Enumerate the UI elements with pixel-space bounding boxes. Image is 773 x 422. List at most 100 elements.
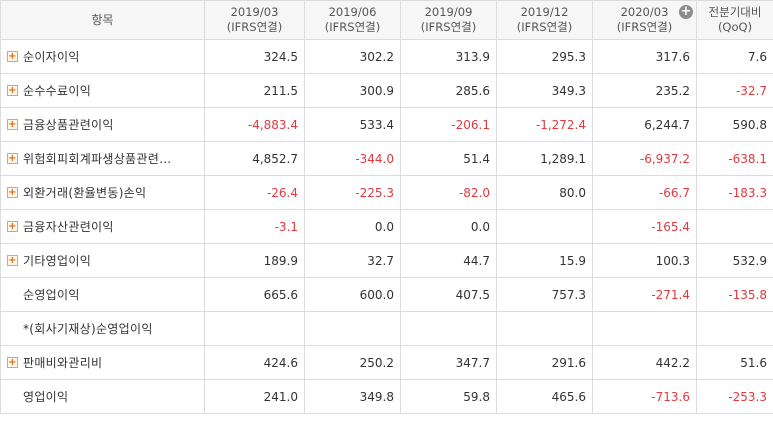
row-item-cell[interactable]: + 금융자산관련이익 — [0, 209, 205, 244]
value-cell: 317.6 — [592, 39, 697, 74]
value-cell: 347.7 — [400, 345, 497, 380]
row-item-cell: 영업이익 — [0, 379, 205, 414]
value-cell: 324.5 — [204, 39, 305, 74]
value-cell — [400, 311, 497, 346]
table-row: + 기타영업이익 189.9 32.7 44.7 15.9 100.3 532.9 — [0, 243, 773, 278]
qoq-label: 전분기대비 — [708, 5, 762, 19]
row-label: 기타영업이익 — [23, 254, 92, 268]
table-row: + 순수수료이익 211.5 300.9 285.6 349.3 235.2 -32.7 — [0, 73, 773, 108]
table-row: + 금융자산관련이익 -3.1 0.0 0.0 -165.4 — [0, 209, 773, 244]
expand-row-icon[interactable]: + — [7, 119, 18, 130]
qoq-value-cell: -183.3 — [696, 175, 773, 210]
value-cell: 349.8 — [304, 379, 401, 414]
qoq-value-cell: 51.6 — [696, 345, 773, 380]
period-date: 2019/06 — [328, 5, 377, 19]
value-cell: -344.0 — [304, 141, 401, 176]
expand-row-icon[interactable]: + — [7, 153, 18, 164]
value-cell — [204, 311, 305, 346]
header-qoq: 전분기대비 (QoQ) — [696, 0, 773, 40]
value-cell: 407.5 — [400, 277, 497, 312]
header-period-2019-09: 2019/09 (IFRS연결) — [400, 0, 497, 40]
row-label: 순영업이익 — [23, 288, 80, 302]
qoq-value-cell: -253.3 — [696, 379, 773, 414]
value-cell: 600.0 — [304, 277, 401, 312]
value-cell: 285.6 — [400, 73, 497, 108]
row-item-cell: *(회사기재상)순영업이익 — [0, 311, 205, 346]
row-label: 영업이익 — [23, 390, 69, 404]
value-cell: 235.2 — [592, 73, 697, 108]
value-cell: 533.4 — [304, 107, 401, 142]
period-date: 2020/03 — [620, 5, 669, 19]
value-cell: 757.3 — [496, 277, 593, 312]
value-cell: 313.9 — [400, 39, 497, 74]
table-row: + 위험회피회계파생상품관련… 4,852.7 -344.0 51.4 1,289.1 -6… — [0, 141, 773, 176]
row-item-cell[interactable]: + 순수수료이익 — [0, 73, 205, 108]
row-label: 외환거래(환율변동)손익 — [23, 186, 147, 200]
value-cell: 465.6 — [496, 379, 593, 414]
expand-row-icon[interactable]: + — [7, 221, 18, 232]
expand-row-icon[interactable]: + — [7, 85, 18, 96]
value-cell: 100.3 — [592, 243, 697, 278]
row-item-cell[interactable]: + 기타영업이익 — [0, 243, 205, 278]
table-row: + 판매비와관리비 424.6 250.2 347.7 291.6 442.2 51.6 — [0, 345, 773, 380]
value-cell: -4,883.4 — [204, 107, 305, 142]
header-item: 항목 — [0, 0, 205, 40]
expand-row-icon[interactable]: + — [7, 187, 18, 198]
value-cell: 211.5 — [204, 73, 305, 108]
row-label: *(회사기재상)순영업이익 — [23, 322, 153, 336]
expand-row-icon[interactable]: + — [7, 51, 18, 62]
qoq-sublabel: (QoQ) — [717, 20, 753, 34]
table-body: + 순이자이익 324.5 302.2 313.9 295.3 317.6 7.6 + 순수수료이… — [0, 39, 773, 414]
value-cell: 442.2 — [592, 345, 697, 380]
period-basis: (IFRS연결) — [616, 20, 673, 34]
value-cell: -82.0 — [400, 175, 497, 210]
qoq-value-cell: -638.1 — [696, 141, 773, 176]
value-cell: 59.8 — [400, 379, 497, 414]
row-item-cell[interactable]: + 외환거래(환율변동)손익 — [0, 175, 205, 210]
value-cell: 250.2 — [304, 345, 401, 380]
value-cell: -225.3 — [304, 175, 401, 210]
row-item-cell: 순영업이익 — [0, 277, 205, 312]
period-date: 2019/12 — [520, 5, 569, 19]
row-item-cell[interactable]: + 금융상품관련이익 — [0, 107, 205, 142]
table-row: 영업이익 241.0 349.8 59.8 465.6 -713.6 -253.3 — [0, 379, 773, 414]
value-cell: 300.9 — [304, 73, 401, 108]
expand-row-icon[interactable]: + — [7, 255, 18, 266]
period-date: 2019/09 — [424, 5, 473, 19]
value-cell: -66.7 — [592, 175, 697, 210]
table-row: + 금융상품관련이익 -4,883.4 533.4 -206.1 -1,272.4 6,24… — [0, 107, 773, 142]
value-cell: -6,937.2 — [592, 141, 697, 176]
value-cell: -206.1 — [400, 107, 497, 142]
value-cell: -271.4 — [592, 277, 697, 312]
value-cell: 15.9 — [496, 243, 593, 278]
period-basis: (IFRS연결) — [420, 20, 477, 34]
value-cell: 0.0 — [400, 209, 497, 244]
header-period-2019-12: 2019/12 (IFRS연결) — [496, 0, 593, 40]
qoq-value-cell — [696, 311, 773, 346]
value-cell: 80.0 — [496, 175, 593, 210]
value-cell: -1,272.4 — [496, 107, 593, 142]
row-item-cell[interactable]: + 순이자이익 — [0, 39, 205, 74]
qoq-value-cell: 532.9 — [696, 243, 773, 278]
row-label: 금융상품관련이익 — [23, 118, 114, 132]
value-cell: 0.0 — [304, 209, 401, 244]
row-item-cell[interactable]: + 판매비와관리비 — [0, 345, 205, 380]
value-cell: 189.9 — [204, 243, 305, 278]
period-basis: (IFRS연결) — [226, 20, 283, 34]
value-cell: 241.0 — [204, 379, 305, 414]
row-item-cell[interactable]: + 위험회피회계파생상품관련… — [0, 141, 205, 176]
expand-row-icon[interactable]: + — [7, 357, 18, 368]
value-cell: -713.6 — [592, 379, 697, 414]
qoq-value-cell: 7.6 — [696, 39, 773, 74]
row-label: 위험회피회계파생상품관련… — [23, 152, 172, 166]
period-basis: (IFRS연결) — [324, 20, 381, 34]
row-label: 금융자산관련이익 — [23, 220, 114, 234]
value-cell: 6,244.7 — [592, 107, 697, 142]
table-row: + 외환거래(환율변동)손익 -26.4 -225.3 -82.0 80.0 -66.7 -1… — [0, 175, 773, 210]
value-cell: -26.4 — [204, 175, 305, 210]
value-cell: 665.6 — [204, 277, 305, 312]
value-cell: 291.6 — [496, 345, 593, 380]
period-basis: (IFRS연결) — [516, 20, 573, 34]
expand-periods-plus-icon[interactable]: + — [679, 4, 693, 19]
